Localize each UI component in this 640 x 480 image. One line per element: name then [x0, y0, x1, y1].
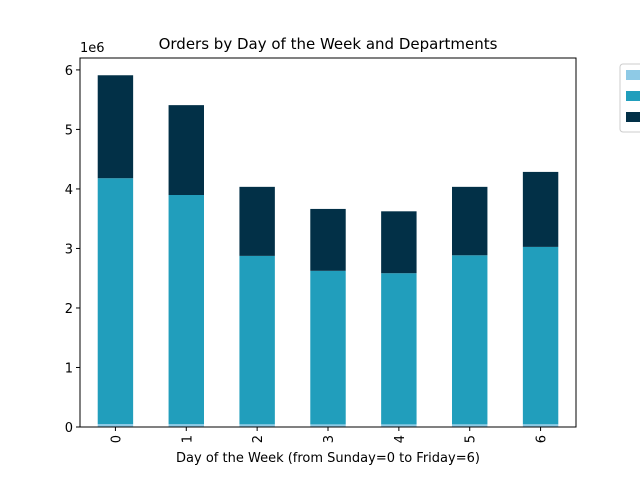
legend-swatch-series1 — [626, 91, 640, 101]
x-tick-label: 3 — [322, 435, 337, 443]
bar-series1-cat5 — [452, 255, 488, 425]
x-tick-label: 0 — [109, 435, 124, 443]
bar-series0-cat3 — [310, 424, 346, 427]
bar-series0-cat1 — [168, 424, 204, 427]
y-offset-label: 1e6 — [80, 41, 105, 56]
chart-title: Orders by Day of the Week and Department… — [159, 35, 498, 53]
bar-series1-cat1 — [168, 195, 204, 425]
bar-series0-cat2 — [239, 424, 275, 427]
bar-series0-cat0 — [97, 424, 134, 427]
x-axis-label: Day of the Week (from Sunday=0 to Friday… — [176, 451, 480, 466]
bar-series0-cat6 — [522, 424, 559, 427]
y-tick-label: 6 — [65, 64, 73, 79]
x-tick-label: 6 — [535, 435, 550, 443]
x-tick-label: 1 — [180, 435, 195, 443]
bar-series0-cat5 — [452, 424, 488, 427]
y-tick-label: 5 — [65, 123, 73, 138]
bar-series1-cat0 — [97, 178, 134, 425]
y-tick-label: 2 — [65, 302, 73, 317]
bar-series1-cat6 — [522, 246, 559, 425]
legend — [619, 63, 640, 133]
x-axis: 0 1 2 3 4 5 6 — [109, 427, 550, 443]
y-tick-label: 1 — [65, 361, 73, 376]
bar-series2-cat2 — [239, 186, 275, 256]
bars-layer — [97, 75, 559, 427]
legend-swatch-series0 — [626, 70, 640, 80]
bar-series2-cat4 — [381, 211, 417, 274]
bar-series2-cat1 — [168, 105, 204, 196]
y-axis: 0 1 2 3 4 5 6 — [65, 64, 80, 436]
bar-series1-cat2 — [239, 255, 275, 425]
legend-swatch-series2 — [626, 112, 640, 122]
y-tick-label: 4 — [65, 183, 73, 198]
x-tick-label: 4 — [393, 435, 408, 443]
y-tick-label: 3 — [65, 242, 73, 257]
bar-series2-cat3 — [310, 208, 346, 271]
y-tick-label: 0 — [65, 421, 73, 436]
x-tick-label: 5 — [464, 435, 479, 443]
bar-series2-cat0 — [97, 75, 134, 179]
bar-series1-cat4 — [381, 273, 417, 425]
bar-series2-cat6 — [522, 171, 559, 247]
bar-series2-cat5 — [452, 186, 488, 256]
bar-series1-cat3 — [310, 270, 346, 425]
bar-series0-cat4 — [381, 424, 417, 427]
x-tick-label: 2 — [251, 435, 266, 443]
